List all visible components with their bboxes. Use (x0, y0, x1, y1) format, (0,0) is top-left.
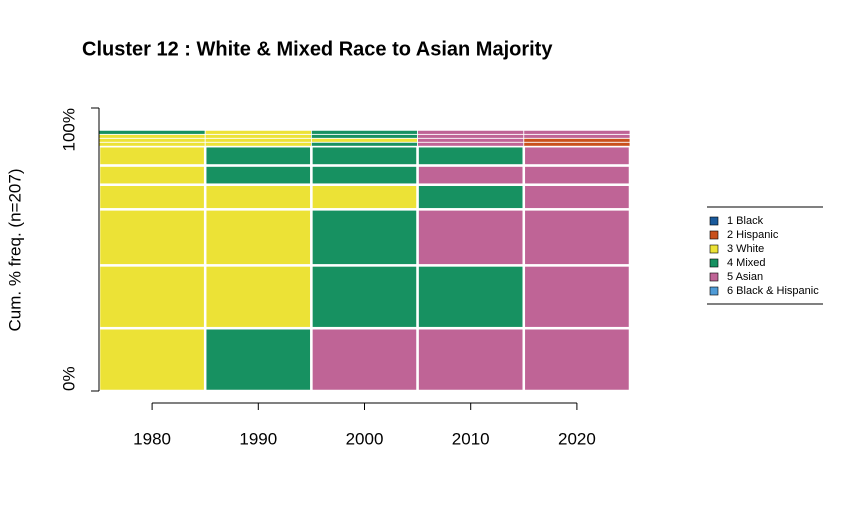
legend-label: 1 Black (727, 215, 764, 227)
sequence-segment (204, 137, 312, 143)
x-tick-label: 1990 (239, 429, 277, 448)
sequence-segment (417, 137, 525, 143)
legend-label: 5 Asian (727, 271, 763, 283)
sequence-segment (310, 183, 419, 211)
sequence-segment (203, 183, 313, 211)
sequence-segment (97, 183, 207, 211)
sequence-segment (97, 264, 207, 330)
legend-swatch (709, 272, 719, 282)
sequence-segment (522, 264, 632, 330)
sequence-segment (204, 133, 312, 139)
sequence-segment (416, 183, 526, 211)
x-tick-label: 1980 (133, 429, 171, 448)
sequence-segment (203, 164, 313, 186)
legend-swatch (709, 244, 719, 254)
x-tick-label: 2000 (346, 429, 384, 448)
sequence-segment (98, 129, 206, 135)
sequence-segment (522, 144, 632, 167)
y-axis-label: Cum. % freq. (n=207) (5, 169, 24, 332)
sequence-segment (417, 129, 525, 135)
sequence-segment (522, 183, 632, 211)
sequence-segment (523, 129, 631, 135)
sequence-segment (98, 141, 206, 147)
sequence-segment (97, 326, 207, 393)
sequence-segment (310, 208, 419, 267)
sequence-segment (416, 326, 526, 393)
sequence-segment (310, 137, 418, 143)
sequence-segment (522, 164, 632, 186)
sequence-segment (204, 129, 312, 135)
sequence-segment (416, 264, 526, 330)
sequence-segment (97, 208, 207, 267)
legend-label: 3 White (727, 243, 764, 255)
sequence-segment (310, 129, 418, 135)
sequence-segment (416, 144, 526, 167)
x-tick-label: 2010 (452, 429, 490, 448)
sequence-segment (416, 164, 526, 186)
y-tick-label: 100% (59, 108, 78, 151)
legend-swatch (709, 216, 719, 226)
plot-area (97, 129, 632, 393)
legend-label: 2 Hispanic (727, 229, 779, 241)
legend-swatch (709, 230, 719, 240)
legend-label: 6 Black & Hispanic (727, 285, 819, 297)
sequence-segment (203, 208, 313, 267)
sequence-segment (417, 133, 525, 139)
sequence-segment (416, 208, 526, 267)
sequence-segment (310, 164, 419, 186)
sequence-segment (310, 133, 418, 139)
sequence-segment (204, 141, 312, 147)
sequence-segment (523, 141, 631, 147)
sequence-segment (523, 133, 631, 139)
chart-title: Cluster 12 : White & Mixed Race to Asian… (82, 38, 553, 60)
sequence-segment (310, 326, 419, 393)
legend: 1 Black 2 Hispanic 3 White 4 Mixed 5 Asian 6 … (707, 206, 823, 305)
x-tick-label: 2020 (558, 429, 596, 448)
sequence-segment (523, 137, 631, 143)
legend-swatch (709, 258, 719, 268)
sequence-segment (97, 144, 207, 167)
sequence-segment (522, 326, 632, 393)
sequence-segment (310, 144, 419, 167)
sequence-segment (203, 264, 313, 330)
sequence-segment (98, 137, 206, 143)
y-tick-label: 0% (59, 366, 78, 391)
sequence-segment (310, 141, 418, 147)
sequence-segment (522, 208, 632, 267)
sequence-segment (203, 326, 313, 393)
legend-label: 4 Mixed (727, 257, 766, 269)
legend-swatch (709, 286, 719, 296)
sequence-segment (310, 264, 419, 330)
sequence-segment (417, 141, 525, 147)
sequence-segment (97, 164, 207, 186)
sequence-segment (98, 133, 206, 139)
sequence-segment (203, 144, 313, 167)
